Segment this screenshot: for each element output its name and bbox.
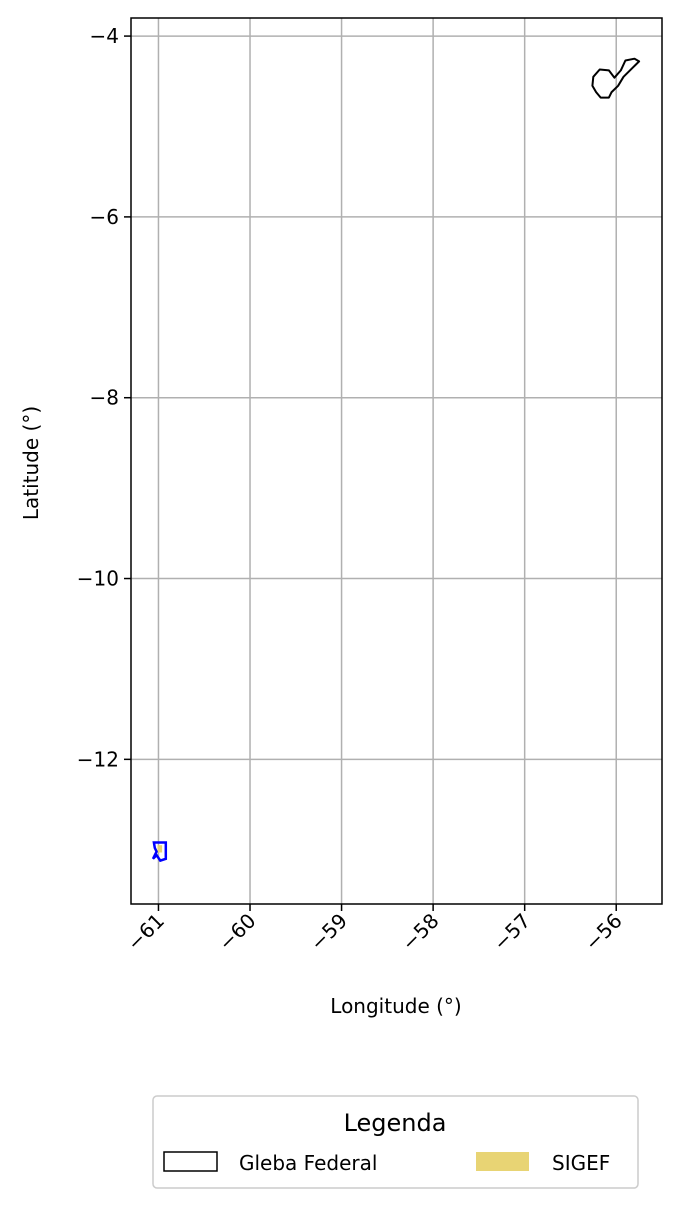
legend-swatch-sigef <box>476 1152 529 1171</box>
y-tick-label: −10 <box>77 567 119 591</box>
map-features <box>151 57 641 863</box>
y-tick-label: −6 <box>90 205 119 229</box>
legend-title: Legenda <box>344 1109 447 1137</box>
sigef-parcel-polygon <box>157 845 163 853</box>
gleba-federal-polygon <box>591 57 641 99</box>
legend-label-sigef: SIGEF <box>552 1151 610 1175</box>
axis-ticks: −61 −60 −59 −58 −57 −56−4−6−8−10−12 <box>77 24 627 955</box>
blue-boundary-polygon <box>151 841 168 863</box>
y-tick-label: −8 <box>90 386 119 410</box>
legend-swatch-gleba-federal <box>163 1151 218 1172</box>
legend: Legenda Gleba Federal SIGEF <box>152 1095 639 1189</box>
plot-frame <box>130 17 663 905</box>
y-tick-label: −12 <box>77 747 119 771</box>
y-tick-label: −4 <box>90 24 119 48</box>
y-axis-label: Latitude (°) <box>19 406 43 520</box>
x-axis-label: Longitude (°) <box>330 994 461 1018</box>
grid-lines <box>131 18 662 904</box>
legend-label-gleba-federal: Gleba Federal <box>239 1151 377 1175</box>
